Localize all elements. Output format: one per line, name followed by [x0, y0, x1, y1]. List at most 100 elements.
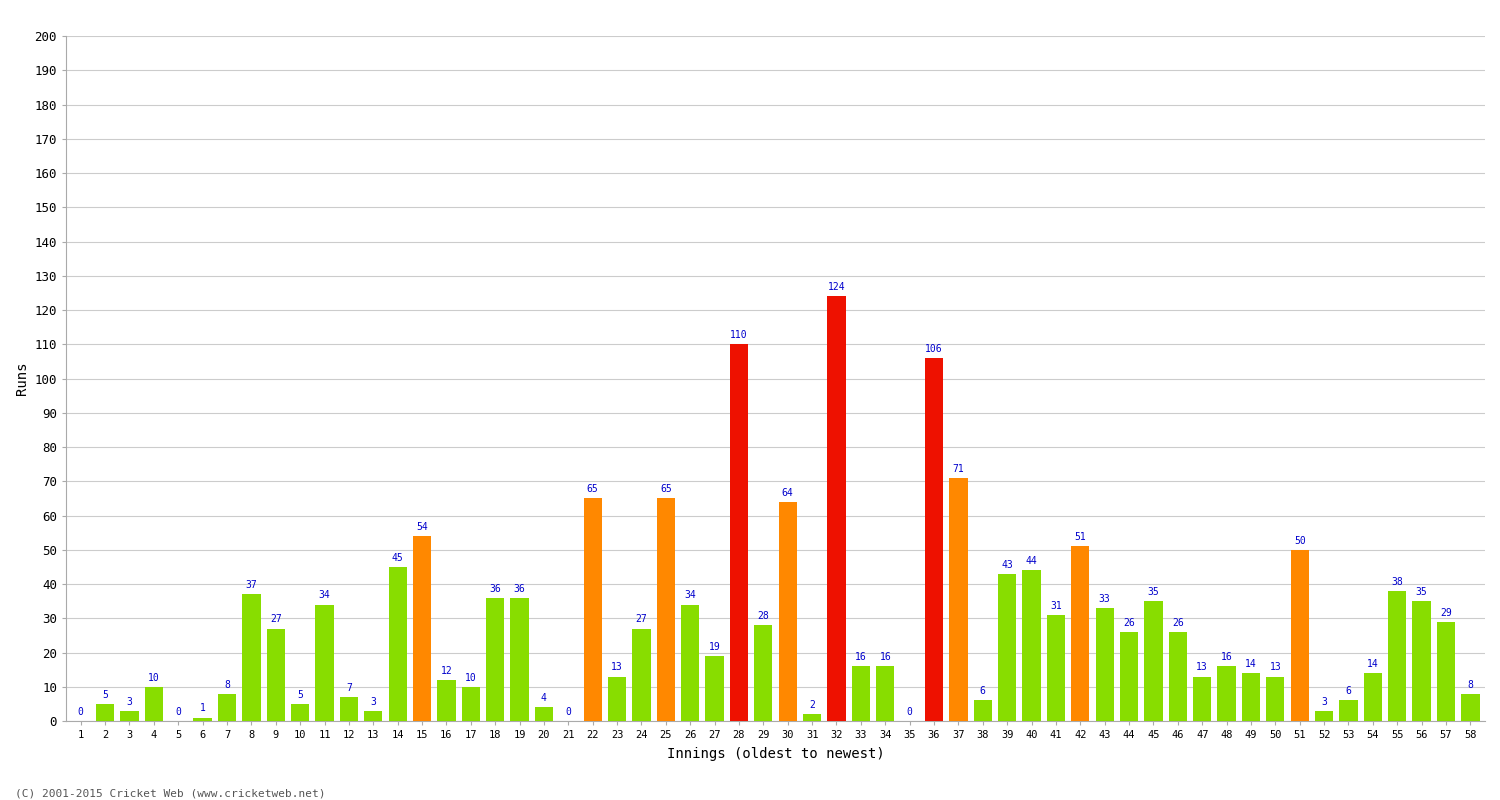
Text: 36: 36	[489, 584, 501, 594]
Text: 26: 26	[1124, 618, 1136, 628]
Bar	[1218, 666, 1236, 721]
Bar	[584, 498, 602, 721]
Text: 19: 19	[708, 642, 720, 652]
Text: 31: 31	[1050, 601, 1062, 610]
Text: 71: 71	[952, 464, 964, 474]
Text: 0: 0	[906, 707, 912, 717]
Text: 6: 6	[1346, 686, 1352, 696]
Text: 14: 14	[1366, 659, 1378, 669]
Text: 51: 51	[1074, 532, 1086, 542]
Text: 12: 12	[441, 666, 453, 676]
Bar	[1364, 673, 1382, 721]
Bar	[536, 707, 554, 721]
Bar	[974, 701, 992, 721]
X-axis label: Innings (oldest to newest): Innings (oldest to newest)	[666, 747, 885, 761]
Bar	[1168, 632, 1186, 721]
Text: 124: 124	[828, 282, 846, 292]
Bar	[1461, 694, 1479, 721]
Text: 27: 27	[270, 614, 282, 625]
Bar	[438, 680, 456, 721]
Text: 54: 54	[416, 522, 428, 532]
Text: 65: 65	[660, 484, 672, 494]
Bar	[828, 296, 846, 721]
Bar	[950, 478, 968, 721]
Bar	[754, 625, 772, 721]
Bar	[852, 666, 870, 721]
Bar	[242, 594, 261, 721]
Text: 13: 13	[1197, 662, 1208, 672]
Bar	[1413, 601, 1431, 721]
Text: 38: 38	[1392, 577, 1402, 586]
Text: 64: 64	[782, 488, 794, 498]
Text: (C) 2001-2015 Cricket Web (www.cricketweb.net): (C) 2001-2015 Cricket Web (www.cricketwe…	[15, 788, 326, 798]
Text: 13: 13	[610, 662, 622, 672]
Bar	[510, 598, 528, 721]
Text: 34: 34	[318, 590, 330, 601]
Bar	[1437, 622, 1455, 721]
Bar	[926, 358, 944, 721]
Text: 16: 16	[855, 652, 867, 662]
Bar	[96, 704, 114, 721]
Text: 10: 10	[465, 673, 477, 682]
Text: 65: 65	[586, 484, 598, 494]
Bar	[657, 498, 675, 721]
Bar	[1120, 632, 1138, 721]
Bar	[1144, 601, 1162, 721]
Bar	[364, 710, 382, 721]
Bar	[413, 536, 430, 721]
Bar	[1242, 673, 1260, 721]
Text: 110: 110	[730, 330, 748, 340]
Bar	[217, 694, 236, 721]
Bar	[144, 686, 164, 721]
Bar	[1316, 710, 1334, 721]
Text: 14: 14	[1245, 659, 1257, 669]
Bar	[730, 344, 748, 721]
Bar	[1047, 615, 1065, 721]
Text: 1: 1	[200, 703, 206, 714]
Text: 8: 8	[1467, 679, 1473, 690]
Bar	[1388, 591, 1407, 721]
Text: 44: 44	[1026, 556, 1038, 566]
Text: 16: 16	[1221, 652, 1233, 662]
Bar	[1192, 677, 1212, 721]
Text: 5: 5	[297, 690, 303, 700]
Bar	[462, 686, 480, 721]
Bar	[1290, 550, 1310, 721]
Text: 35: 35	[1148, 587, 1160, 597]
Text: 3: 3	[370, 697, 376, 706]
Text: 0: 0	[78, 707, 84, 717]
Bar	[120, 710, 138, 721]
Bar	[633, 629, 651, 721]
Text: 3: 3	[1322, 697, 1328, 706]
Bar	[705, 656, 723, 721]
Text: 5: 5	[102, 690, 108, 700]
Text: 3: 3	[126, 697, 132, 706]
Text: 50: 50	[1294, 536, 1305, 546]
Text: 8: 8	[224, 679, 230, 690]
Bar	[778, 502, 796, 721]
Bar	[339, 697, 358, 721]
Text: 28: 28	[758, 611, 770, 621]
Bar	[608, 677, 625, 721]
Bar	[388, 567, 406, 721]
Text: 34: 34	[684, 590, 696, 601]
Bar	[315, 605, 333, 721]
Text: 36: 36	[513, 584, 525, 594]
Text: 35: 35	[1416, 587, 1428, 597]
Bar	[802, 714, 822, 721]
Text: 13: 13	[1269, 662, 1281, 672]
Text: 45: 45	[392, 553, 404, 562]
Text: 33: 33	[1100, 594, 1110, 604]
Bar	[291, 704, 309, 721]
Bar	[876, 666, 894, 721]
Text: 7: 7	[346, 683, 352, 693]
Bar	[1266, 677, 1284, 721]
Text: 26: 26	[1172, 618, 1184, 628]
Bar	[1023, 570, 1041, 721]
Bar	[194, 718, 211, 721]
Bar	[1340, 701, 1358, 721]
Bar	[998, 574, 1017, 721]
Bar	[267, 629, 285, 721]
Text: 27: 27	[636, 614, 648, 625]
Text: 16: 16	[879, 652, 891, 662]
